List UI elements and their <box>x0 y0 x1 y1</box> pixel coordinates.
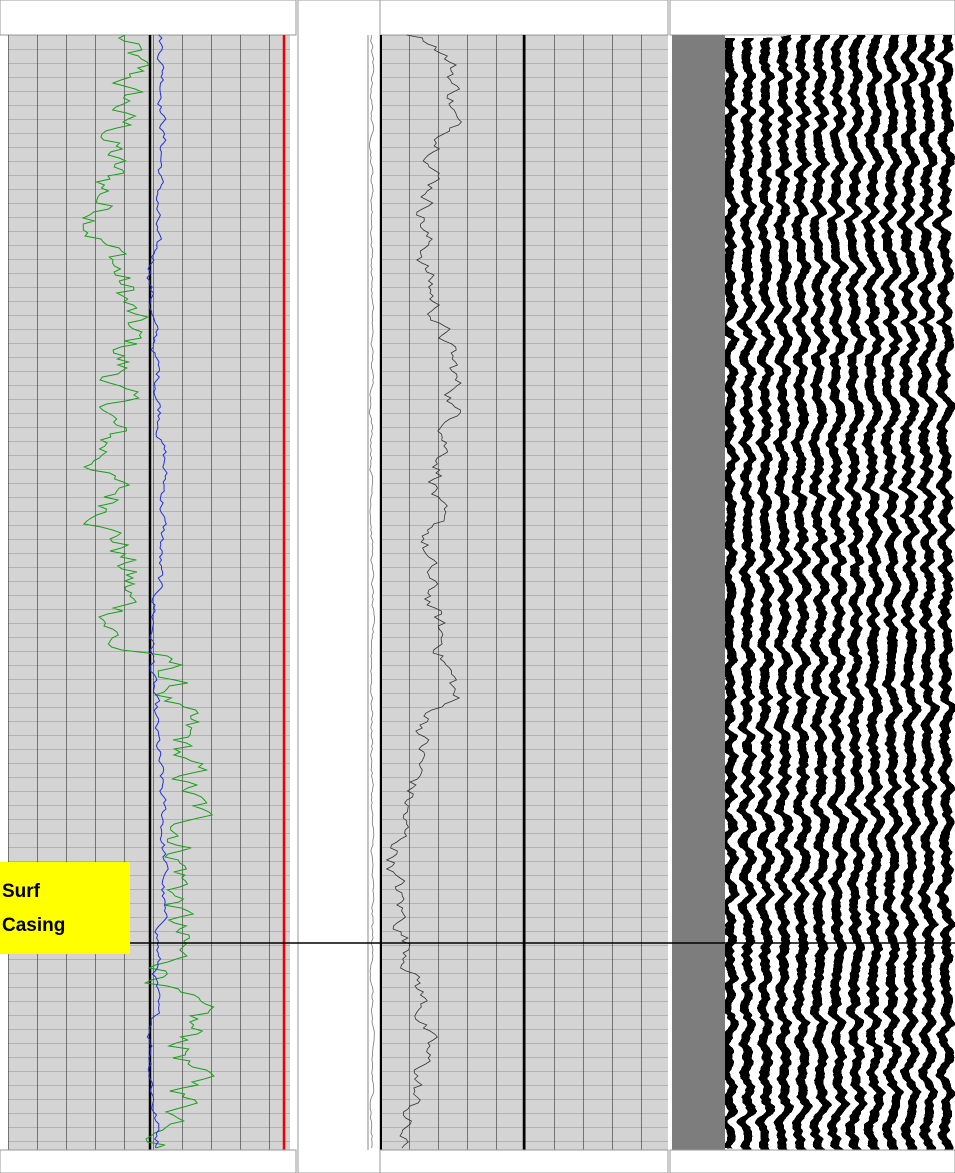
header <box>669 0 955 36</box>
log-curve <box>81 34 215 1149</box>
log-curve <box>368 35 375 1149</box>
annotation-box <box>0 862 130 954</box>
footer <box>669 1149 955 1173</box>
annotation-text: Casing <box>2 915 65 936</box>
depth-track <box>297 0 381 1173</box>
header <box>0 0 297 36</box>
curves <box>81 34 462 1149</box>
header <box>379 0 669 36</box>
annotation-text: Surf <box>2 881 41 902</box>
vdl-image <box>725 35 955 1150</box>
log-curve <box>385 34 462 1149</box>
footer <box>0 1149 297 1173</box>
log-curve <box>146 34 169 1149</box>
footer <box>379 1149 669 1173</box>
gray-band <box>672 35 725 1150</box>
